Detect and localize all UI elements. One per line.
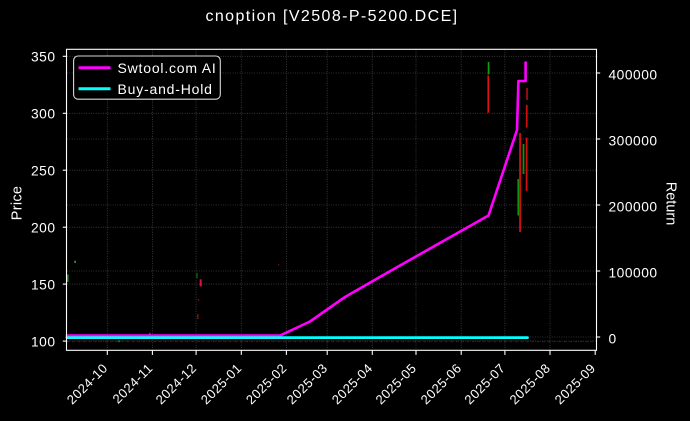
- svg-text:Swtool.com AI: Swtool.com AI: [118, 60, 217, 76]
- svg-text:100000: 100000: [609, 266, 658, 281]
- svg-text:300: 300: [31, 107, 56, 122]
- svg-text:Price: Price: [10, 186, 26, 221]
- svg-text:250: 250: [31, 164, 56, 179]
- svg-text:200000: 200000: [609, 200, 658, 215]
- svg-text:cnoption [V2508-P-5200.DCE]: cnoption [V2508-P-5200.DCE]: [205, 8, 458, 25]
- svg-text:200: 200: [31, 221, 56, 236]
- svg-text:Buy-and-Hold: Buy-and-Hold: [118, 81, 213, 97]
- svg-text:100: 100: [31, 335, 56, 350]
- svg-text:150: 150: [31, 278, 56, 293]
- svg-text:350: 350: [31, 50, 56, 65]
- svg-text:0: 0: [609, 332, 617, 347]
- svg-text:Return: Return: [663, 182, 679, 226]
- svg-text:400000: 400000: [609, 68, 658, 83]
- svg-text:300000: 300000: [609, 134, 658, 149]
